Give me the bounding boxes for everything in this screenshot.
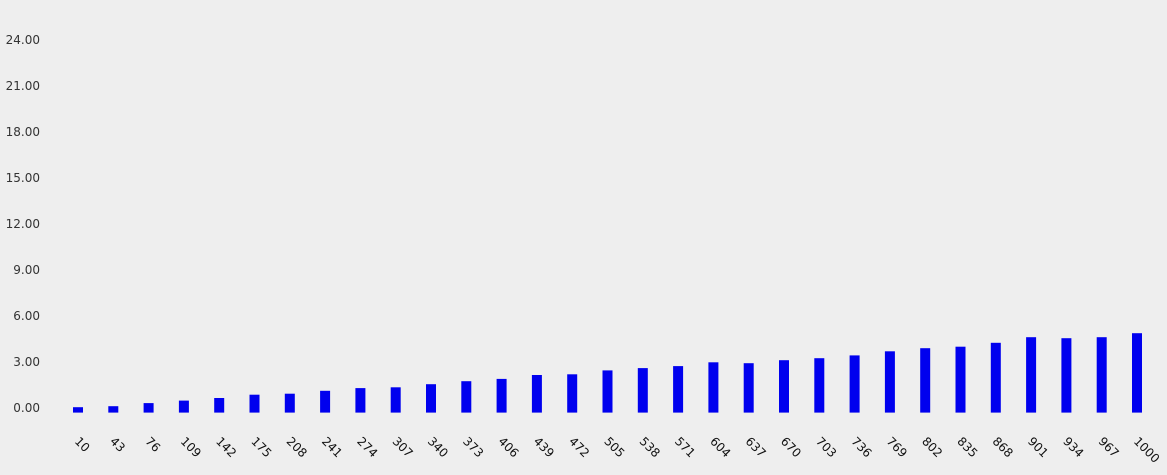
y-tick-label: 15.00 xyxy=(6,171,40,185)
x-tick-label: 967 xyxy=(1096,434,1122,460)
x-tick-label: 868 xyxy=(990,434,1016,460)
x-tick-label: 901 xyxy=(1025,434,1051,460)
x-tick-label: 439 xyxy=(531,434,557,460)
x-tick-label: 175 xyxy=(248,434,274,460)
bar-76 xyxy=(143,403,154,413)
x-tick-label: 835 xyxy=(954,434,980,460)
bar-538 xyxy=(637,368,648,413)
x-tick-label: 76 xyxy=(142,434,163,455)
bar-637 xyxy=(743,363,754,413)
y-tick-label: 0.00 xyxy=(13,401,40,415)
x-tick-label: 571 xyxy=(672,434,698,460)
x-tick-label: 307 xyxy=(390,434,416,460)
y-tick-label: 18.00 xyxy=(6,125,40,139)
x-tick-label: 604 xyxy=(707,434,733,460)
bar-835 xyxy=(955,346,966,413)
y-axis-ticks: 0.00 3.00 6.00 9.00 12.00 15.00 18.00 21.00 24.0… xyxy=(6,33,40,415)
x-tick-label: 340 xyxy=(425,434,451,460)
bar-769 xyxy=(884,351,895,413)
y-tick-label: 9.00 xyxy=(13,263,40,277)
bar-505 xyxy=(602,370,613,413)
x-tick-label: 1000 xyxy=(1131,434,1162,465)
x-tick-label: 208 xyxy=(284,434,310,460)
bar-1000 xyxy=(1132,333,1142,413)
x-tick-label: 736 xyxy=(848,434,874,460)
bar-274 xyxy=(355,388,366,413)
x-tick-label: 505 xyxy=(601,434,627,460)
y-tick-label: 6.00 xyxy=(13,309,40,323)
bar-670 xyxy=(779,360,789,413)
bar-307 xyxy=(390,387,401,413)
bar-142 xyxy=(214,398,225,413)
bar-241 xyxy=(320,390,331,413)
bar-571 xyxy=(673,366,684,413)
x-tick-label: 637 xyxy=(743,434,769,460)
x-tick-label: 472 xyxy=(566,434,592,460)
x-tick-label: 769 xyxy=(884,434,910,460)
x-tick-label: 43 xyxy=(107,434,128,455)
bar-373 xyxy=(461,381,472,413)
y-tick-label: 24.00 xyxy=(6,33,40,47)
x-axis-ticks: 10 43 76 109 142 175 208 241 274 307 340 373 406 439 4… xyxy=(72,434,1162,465)
bar-406 xyxy=(496,378,507,413)
x-tick-label: 703 xyxy=(813,434,839,460)
bar-340 xyxy=(426,384,436,413)
x-tick-label: 109 xyxy=(178,434,204,460)
x-tick-label: 373 xyxy=(460,434,486,460)
x-tick-label: 10 xyxy=(72,434,93,455)
bar-175 xyxy=(249,394,260,413)
bar-868 xyxy=(990,342,1001,413)
x-tick-label: 274 xyxy=(354,434,380,460)
bar-967 xyxy=(1096,337,1107,413)
bar-10 xyxy=(73,407,83,413)
bar-934 xyxy=(1061,338,1072,413)
x-tick-label: 670 xyxy=(778,434,804,460)
x-tick-label: 142 xyxy=(213,434,239,460)
bar-901 xyxy=(1026,337,1037,413)
bar-109 xyxy=(178,400,189,413)
bars xyxy=(73,333,1142,413)
bar-439 xyxy=(531,375,542,413)
bar-604 xyxy=(708,362,719,413)
y-tick-label: 12.00 xyxy=(6,217,40,231)
y-tick-label: 3.00 xyxy=(13,355,40,369)
x-tick-label: 802 xyxy=(919,434,945,460)
bar-802 xyxy=(920,348,931,413)
x-tick-label: 241 xyxy=(319,434,345,460)
x-tick-label: 934 xyxy=(1060,434,1086,460)
bar-703 xyxy=(814,358,825,413)
bar-736 xyxy=(849,355,860,413)
bar-472 xyxy=(567,374,578,413)
x-tick-label: 538 xyxy=(637,434,663,460)
bar-208 xyxy=(284,393,295,413)
y-tick-label: 21.00 xyxy=(6,79,40,93)
x-tick-label: 406 xyxy=(495,434,521,460)
bar-43 xyxy=(108,406,119,413)
